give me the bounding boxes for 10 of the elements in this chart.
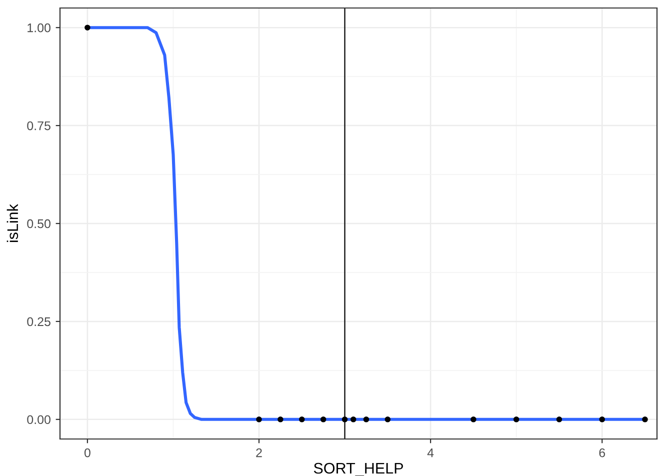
y-tick-label: 0.00 (27, 415, 50, 424)
y-tick-label: 0.75 (27, 121, 50, 130)
x-tick-label: 2 (256, 448, 262, 458)
y-tick-label: 0.50 (27, 219, 50, 228)
y-tick-label: 1.00 (28, 23, 50, 32)
y-tick-label: 0.25 (27, 317, 50, 326)
y-axis-title: isLink (6, 204, 18, 242)
x-tick-label: 0 (84, 448, 90, 458)
x-tick-label: 6 (599, 448, 606, 458)
x-tick-label: 4 (427, 448, 434, 458)
